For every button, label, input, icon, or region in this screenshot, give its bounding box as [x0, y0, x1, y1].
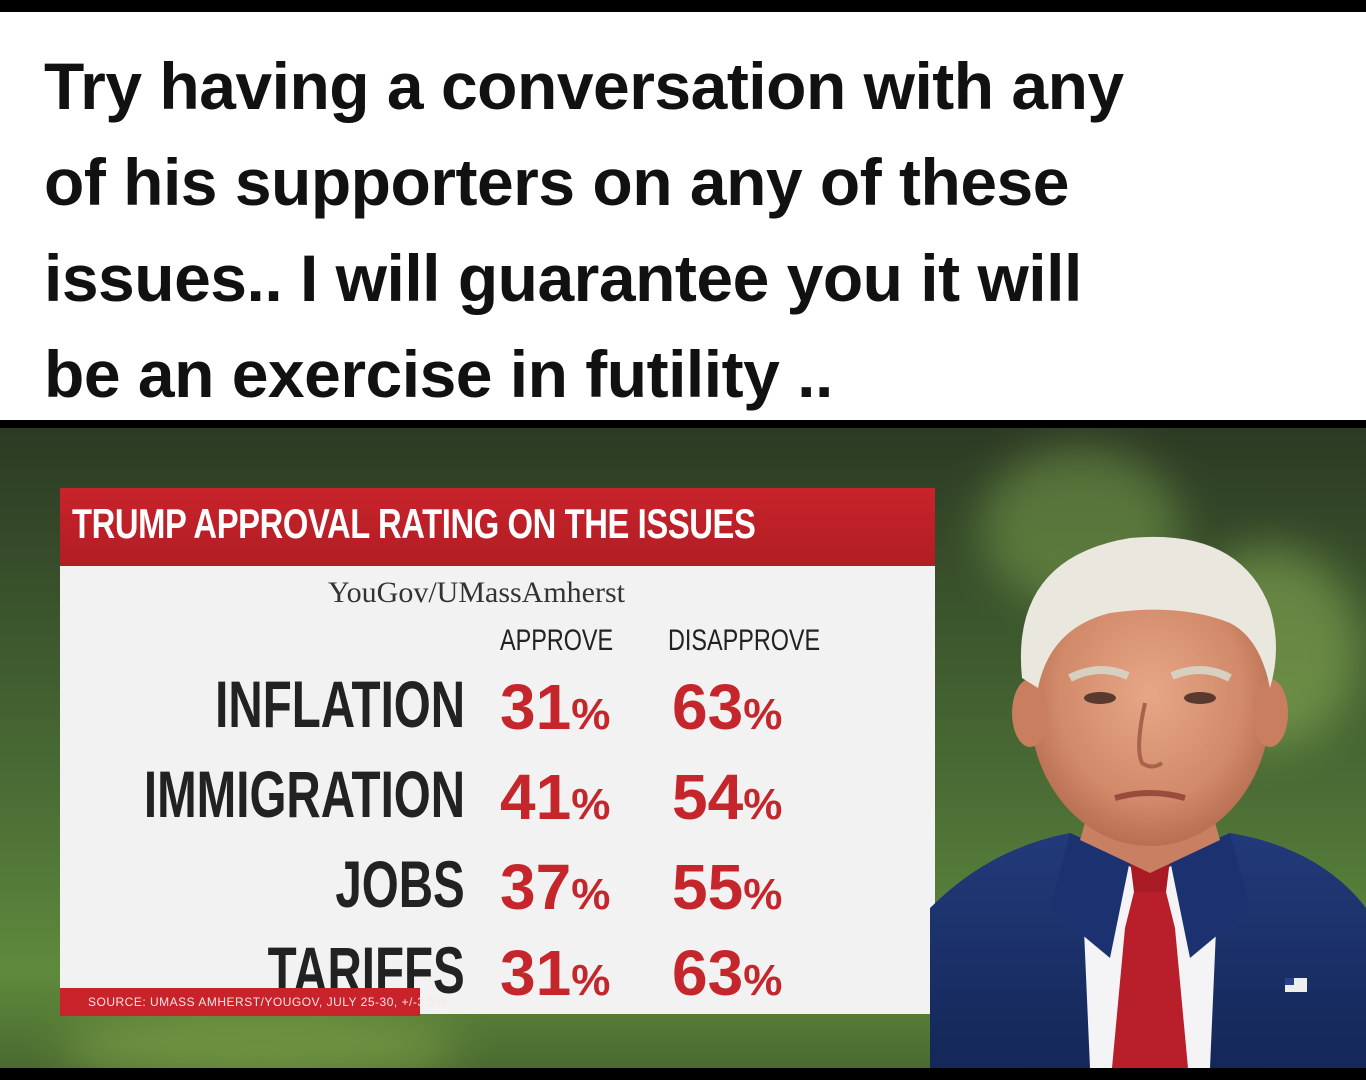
approve-value: 41% [500, 761, 611, 833]
approve-value: 37% [500, 851, 611, 923]
source-strip: SOURCE: UMASS AMHERST/YOUGOV, JULY 25-30… [60, 988, 446, 1016]
issue-label: JOBS [335, 847, 465, 921]
background-bokeh [60, 1008, 460, 1068]
approve-value: 31% [500, 937, 611, 1009]
disapprove-value: 55% [672, 851, 783, 923]
approve-column-header: APPROVE [500, 624, 614, 657]
news-screenshot: YouGov/UMassAmherst APPROVE DISAPPROVE I… [0, 428, 1366, 1068]
disapprove-value: 63% [672, 671, 783, 743]
caption-line-4: be an exercise in futility .. [44, 337, 833, 411]
poll-source-title: YouGov/UMassAmherst [328, 576, 625, 609]
caption-line-1: Try having a conversation with any [44, 49, 1124, 123]
disapprove-column-header: DISAPPROVE [668, 624, 821, 657]
issue-label: IMMIGRATION [143, 757, 465, 831]
graphic-panel: YouGov/UMassAmherst APPROVE DISAPPROVE I… [60, 566, 935, 1014]
disapprove-value: 54% [672, 761, 783, 833]
caption-line-3: issues.. I will guarantee you it will [44, 241, 1082, 315]
approve-value: 31% [500, 671, 611, 743]
caption-line-2: of his supporters on any of these [44, 145, 1069, 219]
issue-label: INFLATION [215, 667, 465, 741]
graphic-header: TRUMP APPROVAL RATING ON THE ISSUES [60, 488, 935, 566]
disapprove-value: 63% [672, 937, 783, 1009]
post-caption: Try having a conversation with any of hi… [0, 12, 1366, 420]
source-text: SOURCE: UMASS AMHERST/YOUGOV, JULY 25-30… [88, 995, 447, 1009]
graphic-title: TRUMP APPROVAL RATING ON THE ISSUES [72, 500, 756, 547]
portrait-image [930, 536, 1366, 1068]
